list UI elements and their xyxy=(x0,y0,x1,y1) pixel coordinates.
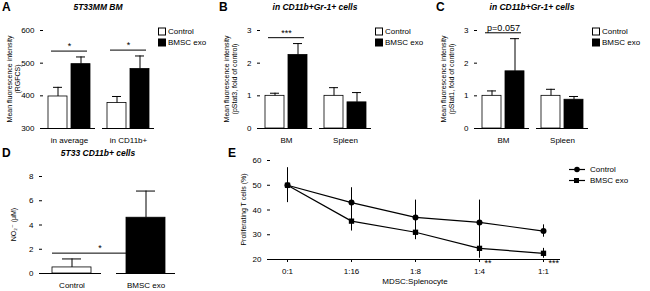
svg-text:1: 1 xyxy=(464,91,469,100)
html-text:MDSC:Splenocyte: MDSC:Splenocyte xyxy=(382,277,448,286)
html-text:Proliferating T cells (%): Proliferating T cells (%) xyxy=(240,173,247,246)
svg-text:600: 600 xyxy=(21,26,35,35)
html-text:Control: Control xyxy=(168,27,194,36)
svg-text:**: ** xyxy=(485,258,493,268)
html-text:Control: Control xyxy=(385,27,411,36)
html-text:5T33MM BM: 5T33MM BM xyxy=(73,2,123,12)
svg-text:50: 50 xyxy=(253,181,262,190)
svg-text:4: 4 xyxy=(29,221,34,230)
svg-text:500: 500 xyxy=(21,59,35,68)
svg-text:Spleen: Spleen xyxy=(550,136,575,145)
html-text:Mean fluorescence intensity (p: Mean fluorescence intensity (pStat3, fol… xyxy=(223,35,238,123)
svg-text:0:1: 0:1 xyxy=(282,267,294,276)
svg-text:BMSC exo: BMSC exo xyxy=(127,281,166,290)
svg-text:Spleen: Spleen xyxy=(333,136,358,145)
html-text:BMSC exo: BMSC exo xyxy=(602,38,641,47)
svg-text:0: 0 xyxy=(464,124,469,133)
svg-text:*: * xyxy=(127,40,131,50)
html-text:B: B xyxy=(219,0,228,14)
svg-text:2: 2 xyxy=(464,59,469,68)
svg-text:400: 400 xyxy=(21,91,35,100)
svg-text:1:4: 1:4 xyxy=(474,267,486,276)
svg-text:300: 300 xyxy=(21,124,35,133)
svg-text:3: 3 xyxy=(247,26,252,35)
svg-text:in CD11b+: in CD11b+ xyxy=(110,136,148,145)
svg-text:6: 6 xyxy=(29,196,34,205)
svg-text:1:16: 1:16 xyxy=(344,267,360,276)
html-text:D: D xyxy=(2,146,11,160)
svg-text:1:8: 1:8 xyxy=(410,267,422,276)
svg-text:1:1: 1:1 xyxy=(538,267,550,276)
html-text:BMSC exo: BMSC exo xyxy=(385,38,424,47)
svg-text:30: 30 xyxy=(253,230,262,239)
svg-text:***: *** xyxy=(549,258,560,268)
svg-text:0: 0 xyxy=(29,269,34,278)
html-text:Control: Control xyxy=(590,165,616,174)
html-text:E: E xyxy=(228,146,236,160)
html-text:5T33 CD11b+ cells: 5T33 CD11b+ cells xyxy=(60,148,136,158)
svg-text:2: 2 xyxy=(29,245,34,254)
svg-text:2: 2 xyxy=(247,59,252,68)
svg-text:1: 1 xyxy=(247,91,252,100)
html-text:in CD11b+Gr-1+ cells: in CD11b+Gr-1+ cells xyxy=(272,2,358,12)
html-text:BMSC exo: BMSC exo xyxy=(590,176,629,185)
html-text:Control: Control xyxy=(602,27,628,36)
svg-text:BM: BM xyxy=(498,136,510,145)
svg-text:60: 60 xyxy=(253,156,262,165)
svg-text:3: 3 xyxy=(464,26,469,35)
html-text:NO₂⁻ (μM): NO₂⁻ (μM) xyxy=(10,207,17,242)
svg-text:*: * xyxy=(98,243,102,253)
html-text:A: A xyxy=(2,0,11,14)
svg-text:40: 40 xyxy=(253,206,262,215)
svg-text:8: 8 xyxy=(29,172,34,181)
svg-text:*: * xyxy=(68,41,72,51)
html-text:Mean fluorescence intensity (R: Mean fluorescence intensity (RGFCS) xyxy=(6,35,21,123)
html-text:Mean fluorescence intensity (p: Mean fluorescence intensity (pStat1, fol… xyxy=(440,35,455,123)
svg-text:p=0.057: p=0.057 xyxy=(487,23,520,33)
html-text:BMSC exo: BMSC exo xyxy=(168,38,207,47)
svg-text:***: *** xyxy=(281,28,292,38)
svg-text:20: 20 xyxy=(253,255,262,264)
svg-text:BM: BM xyxy=(281,136,293,145)
svg-text:0: 0 xyxy=(247,124,252,133)
svg-text:Control: Control xyxy=(59,281,85,290)
svg-text:in average: in average xyxy=(51,136,89,145)
html-text:in CD11b+Gr-1+ cells: in CD11b+Gr-1+ cells xyxy=(489,2,575,12)
html-text:C: C xyxy=(436,0,445,14)
